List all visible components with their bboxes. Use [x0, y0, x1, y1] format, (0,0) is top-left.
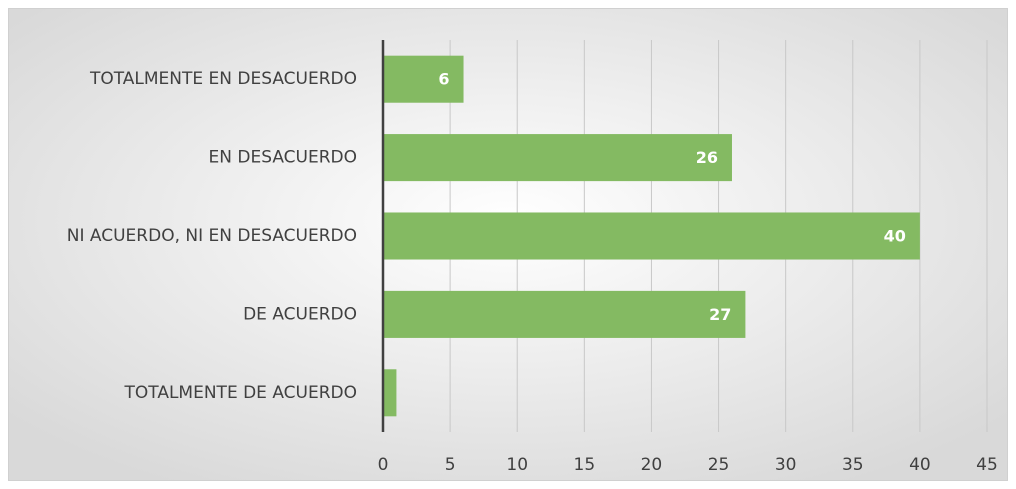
x-tick-label: 25 — [708, 455, 730, 475]
data-label: 27 — [709, 305, 731, 324]
bar — [383, 134, 732, 182]
y-tick-label: TOTALMENTE DE ACUERDO — [124, 383, 358, 403]
bar — [383, 369, 397, 417]
x-tick-label: 35 — [842, 455, 864, 475]
data-label: 6 — [438, 70, 449, 89]
marks: 6 26 40 27 — [383, 55, 920, 417]
x-tick-label: 10 — [506, 455, 528, 475]
x-tick-label: 20 — [641, 455, 663, 475]
bar — [383, 212, 920, 260]
x-tick-label: 40 — [909, 455, 931, 475]
x-tick-label: 15 — [574, 455, 596, 475]
bar — [383, 55, 464, 103]
data-label: 26 — [696, 148, 718, 167]
x-tick-label: 30 — [775, 455, 797, 475]
bar — [383, 290, 746, 338]
y-tick-label: NI ACUERDO, NI EN DESACUERDO — [67, 226, 357, 246]
data-label: 40 — [884, 227, 906, 246]
x-tick-label: 0 — [378, 455, 389, 475]
y-tick-label: EN DESACUERDO — [209, 148, 357, 168]
x-tick-label: 5 — [445, 455, 456, 475]
y-tick-label: DE ACUERDO — [243, 304, 357, 324]
y-tick-label: TOTALMENTE EN DESACUERDO — [89, 69, 357, 89]
x-tick-label: 45 — [976, 455, 998, 475]
